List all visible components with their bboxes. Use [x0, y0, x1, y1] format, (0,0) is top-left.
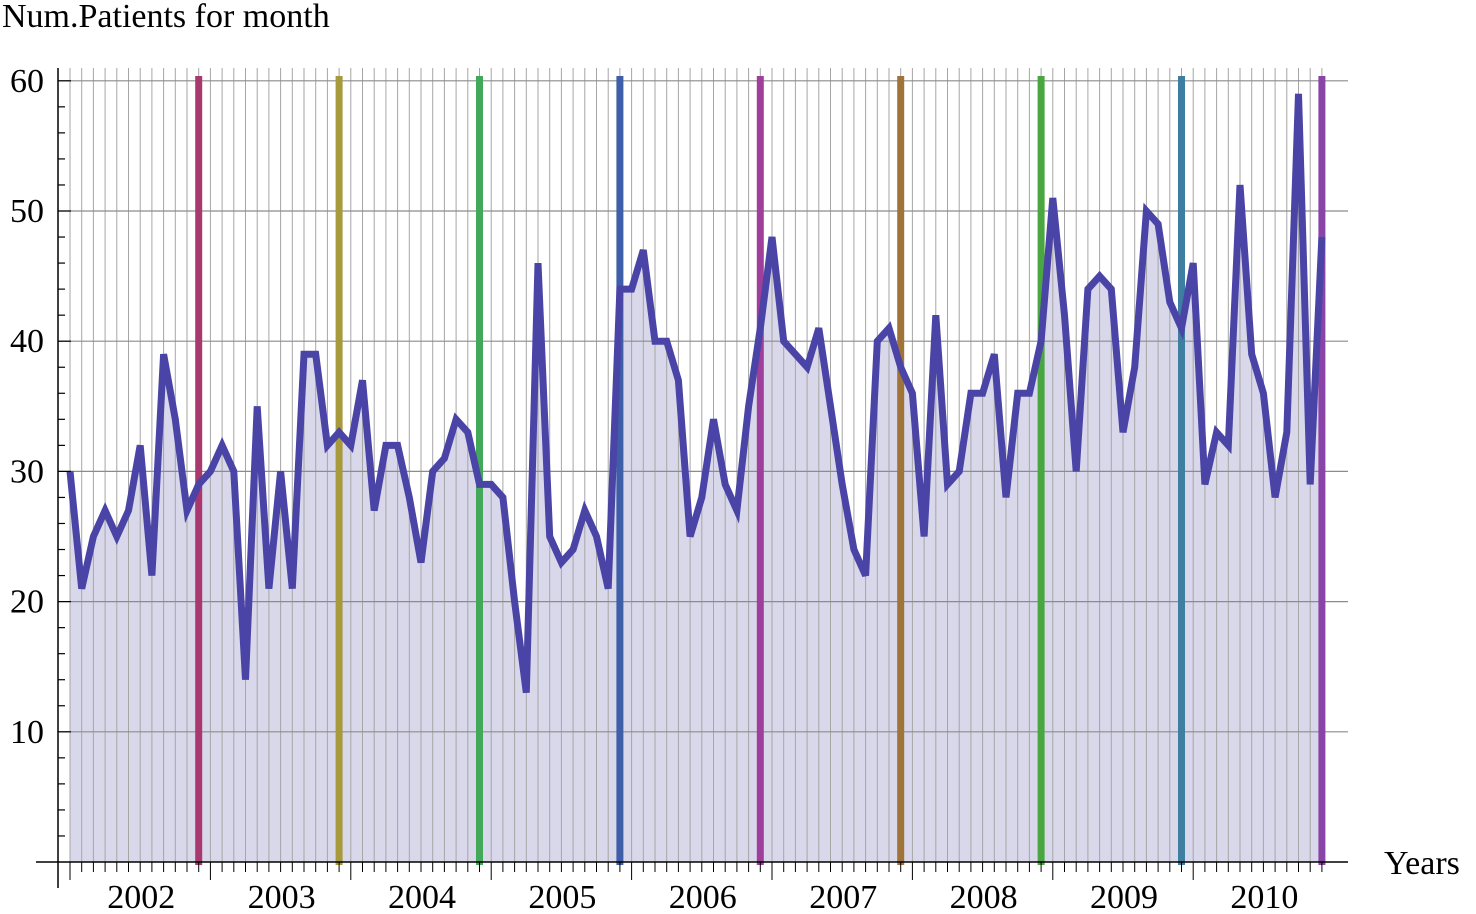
x-tick-label: 2009 [1090, 879, 1158, 914]
x-tick-label: 2004 [388, 879, 456, 914]
x-tick-label: 2006 [669, 879, 737, 914]
y-axis-label: Num.Patients for month [2, 0, 330, 35]
y-tick-label: 10 [10, 714, 44, 751]
x-tick-label: 2002 [107, 879, 175, 914]
area-fill-layer [70, 93, 1322, 863]
x-tick-label: 2005 [528, 879, 596, 914]
x-tick-label: 2008 [950, 879, 1018, 914]
x-tick-labels: 2002 2003 2004 2005 2006 2007 2008 2009 2010 [107, 879, 1298, 914]
area-fill [70, 93, 1322, 863]
x-tick-label: 2007 [809, 879, 877, 914]
y-tick-label: 50 [10, 193, 44, 230]
y-tick-labels: 10 20 30 40 50 60 [10, 63, 44, 751]
y-tick-label: 40 [10, 323, 44, 360]
x-tick-label: 2003 [248, 879, 316, 914]
y-tick-label: 30 [10, 453, 44, 490]
series-line-layer [66, 93, 1326, 694]
series-line [66, 93, 1326, 694]
axes [36, 68, 1348, 888]
y-tick-label: 20 [10, 584, 44, 621]
x-tick-label: 2010 [1230, 879, 1298, 914]
x-axis-label: Years [1384, 845, 1460, 882]
horizontal-gridlines [58, 80, 1348, 733]
year-markers [195, 76, 1326, 865]
y-tick-label: 60 [10, 63, 44, 100]
